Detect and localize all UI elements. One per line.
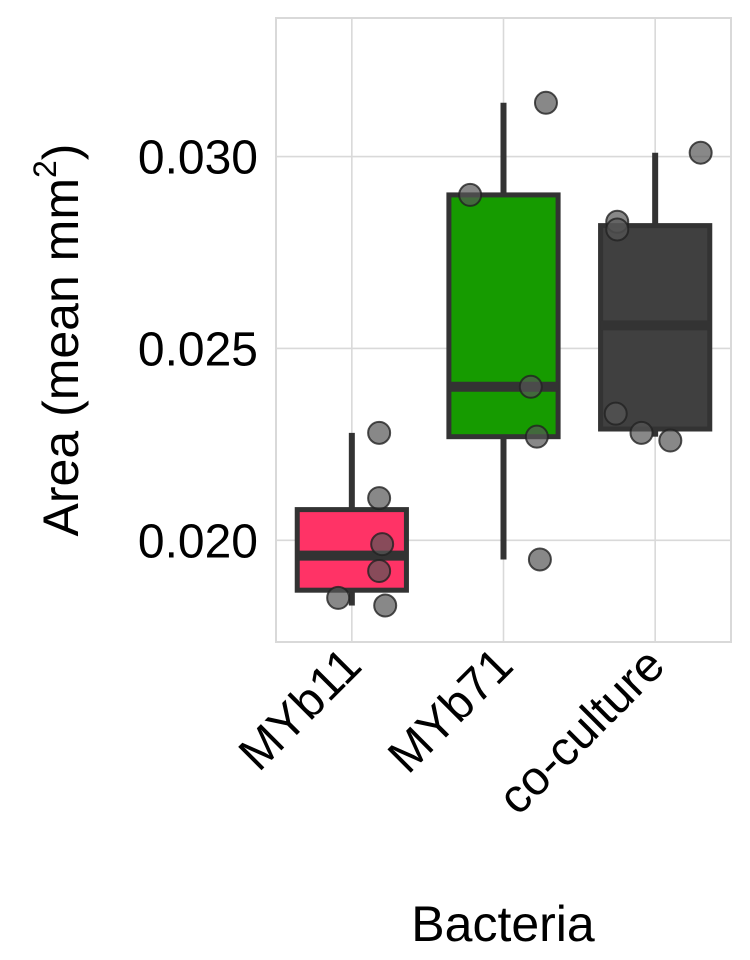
y-axis-title-main: Area (mean mm	[33, 178, 89, 536]
y-tick-label: 0.020	[138, 515, 258, 568]
data-point	[533, 90, 558, 115]
data-point	[527, 547, 552, 572]
data-points	[326, 90, 713, 618]
data-point	[524, 424, 549, 449]
x-tick-label: co-culture	[488, 638, 674, 824]
boxplots	[294, 102, 713, 606]
y-axis-ticks: 0.020 0.025 0.030	[138, 132, 258, 569]
x-tick-label: MYb71	[378, 638, 523, 783]
data-point	[367, 420, 392, 445]
y-tick-label: 0.030	[138, 132, 258, 185]
y-axis-title-superscript: 2	[27, 160, 63, 178]
data-point	[603, 401, 628, 426]
data-point	[605, 217, 630, 242]
x-tick-label: MYb11	[229, 638, 372, 781]
boxplot-co-culture	[598, 152, 713, 437]
box-body	[446, 192, 561, 440]
x-axis-title: Bacteria	[411, 896, 595, 952]
boxplot-myb71	[446, 102, 561, 560]
data-point	[370, 532, 395, 557]
data-point	[688, 140, 713, 165]
data-point	[367, 559, 392, 584]
y-axis-title-close: )	[33, 144, 89, 161]
data-point	[326, 585, 351, 610]
data-point	[367, 486, 392, 511]
data-point	[373, 593, 398, 618]
y-axis-title: Area (mean mm2)	[27, 144, 89, 537]
data-point	[658, 428, 683, 453]
y-tick-label: 0.025	[138, 323, 258, 376]
data-point	[629, 420, 654, 445]
data-point	[458, 182, 483, 207]
data-point	[518, 374, 543, 399]
